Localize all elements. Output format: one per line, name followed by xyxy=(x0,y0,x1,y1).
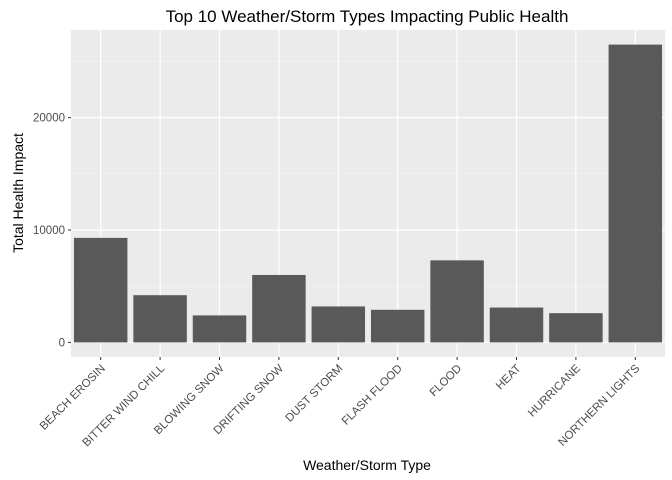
bar xyxy=(311,306,366,343)
y-tick-label: 10000 xyxy=(33,225,65,237)
bar xyxy=(73,237,128,343)
x-axis-title: Weather/Storm Type xyxy=(303,457,431,473)
y-tick-label: 0 xyxy=(59,337,65,349)
y-tick-label: 20000 xyxy=(33,113,65,125)
bar xyxy=(430,260,484,343)
bar xyxy=(252,274,306,343)
bars xyxy=(73,44,663,343)
bar xyxy=(192,315,247,343)
y-axis-title: Total Health Impact xyxy=(10,133,26,253)
y-axis-ticks: 0 10000 20000 xyxy=(33,113,71,349)
bar xyxy=(489,307,544,343)
chart-title: Top 10 Weather/Storm Types Impacting Pub… xyxy=(166,7,569,26)
bar xyxy=(549,313,603,343)
bar xyxy=(133,295,187,343)
bar xyxy=(370,309,425,343)
bar xyxy=(608,44,663,343)
